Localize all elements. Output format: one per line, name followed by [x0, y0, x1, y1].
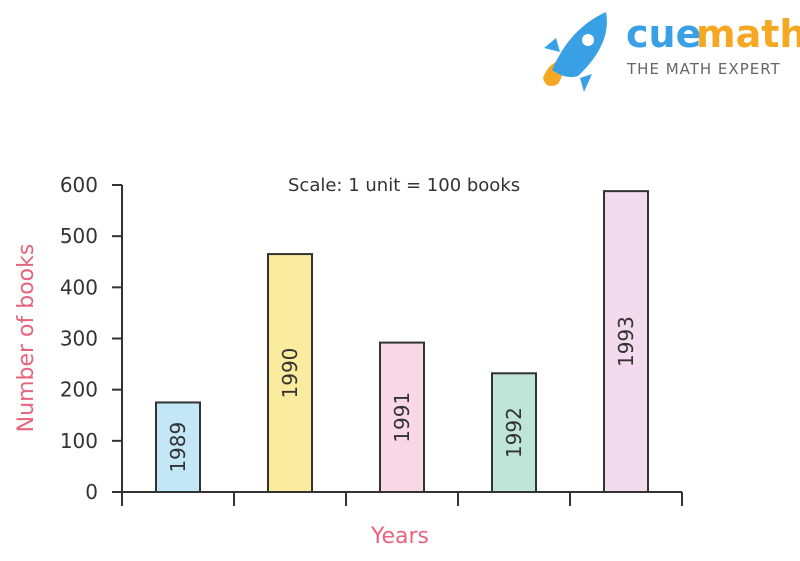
- y-tick-label: 300: [60, 327, 98, 351]
- bar-1993: [603, 190, 649, 493]
- y-axis-title: Number of books: [14, 244, 39, 433]
- scale-annotation: Scale: 1 unit = 100 books: [288, 175, 520, 196]
- bar-label-1990: 1990: [278, 348, 302, 399]
- bar-1992: [491, 372, 537, 493]
- bar-1990: [267, 253, 313, 493]
- bar-1989: [155, 401, 201, 494]
- bar-label-1993: 1993: [614, 316, 638, 367]
- y-tick-label: 600: [60, 173, 98, 197]
- bar-label-1989: 1989: [166, 422, 190, 473]
- logo-tagline: THE MATH EXPERT: [626, 60, 781, 78]
- y-tick-label: 100: [60, 429, 98, 453]
- cuemath-logo: cue math THE MATH EXPERT: [543, 12, 800, 92]
- y-tick-label: 0: [85, 480, 98, 504]
- x-axis-title: Years: [370, 524, 429, 549]
- bar-label-1991: 1991: [390, 392, 414, 443]
- bar-1991: [379, 341, 425, 493]
- rocket-icon: [543, 12, 607, 92]
- y-tick-label: 200: [60, 378, 98, 402]
- bars-group: 1989 1990 1991 1992 1993: [155, 190, 649, 494]
- x-axis-ticks: [121, 492, 683, 506]
- logo-word-part1: cue: [626, 12, 701, 56]
- logo-word-part2: math: [696, 12, 800, 56]
- y-axis-ticks: 0 100 200 300 400 500 600: [60, 173, 122, 504]
- bar-label-1992: 1992: [502, 407, 526, 458]
- y-tick-label: 400: [60, 275, 98, 299]
- y-tick-label: 500: [60, 224, 98, 248]
